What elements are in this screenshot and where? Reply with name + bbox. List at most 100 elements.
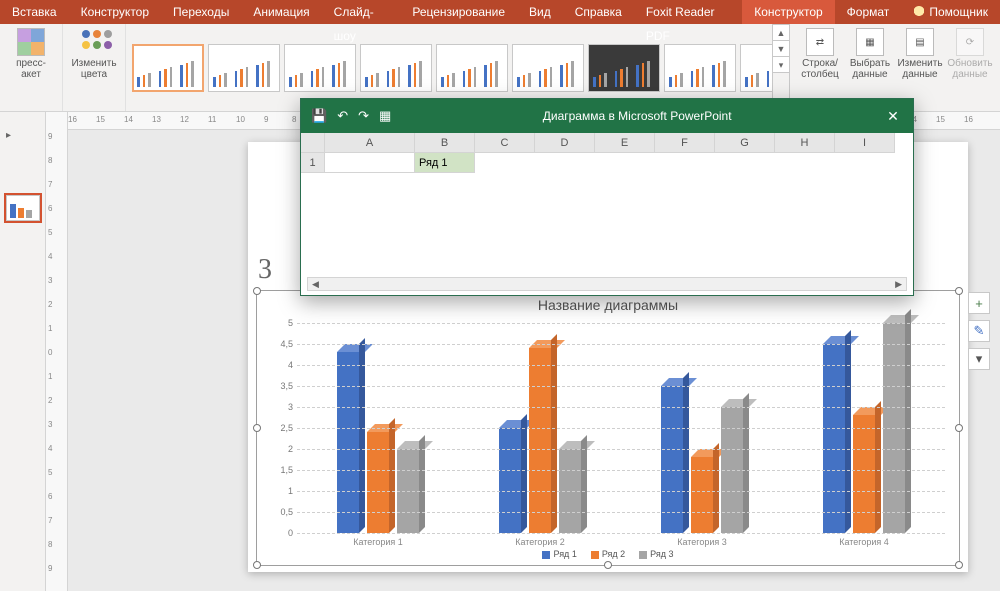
chart-style-thumb[interactable] [436,44,508,92]
resize-handle[interactable] [253,424,261,432]
chart-bar[interactable] [853,415,875,533]
ribbon-tab[interactable]: Конструктор [742,0,834,24]
refresh-data-button[interactable]: ⟳ Обновить данные [946,28,994,107]
select-data-button[interactable]: ▦ Выбрать данные [846,28,894,107]
bulb-icon [913,6,925,18]
quick-layout-button[interactable]: пресс- акет [6,28,56,80]
chart-elements-button[interactable]: + [968,292,990,314]
select-all-cell[interactable] [301,133,325,153]
resize-handle[interactable] [253,287,261,295]
chart-styles-button[interactable]: ✎ [968,320,990,342]
chart-bar[interactable] [691,457,713,533]
y-axis-label: 4,5 [280,339,293,349]
ribbon-tab[interactable]: Конструктор [69,0,161,24]
ribbon-tab[interactable]: Foxit Reader PDF [634,0,742,24]
column-header[interactable]: D [535,133,595,153]
switch-row-col-button[interactable]: ⇄ Строка/ столбец [796,28,844,107]
change-colors-button[interactable]: Изменить цвета [69,28,119,80]
big-number: 3 [258,254,272,286]
ribbon-tab[interactable]: Вид [517,0,563,24]
chart-style-thumb[interactable] [132,44,204,92]
chart-style-thumb[interactable] [208,44,280,92]
gallery-more[interactable]: ▾ [773,57,789,73]
chart-bar[interactable] [823,344,845,533]
chart-bar[interactable] [499,428,521,533]
tell-me-button[interactable]: Помощник [901,0,1000,24]
chart-style-thumb[interactable] [740,44,772,92]
save-icon[interactable]: 💾 [311,108,327,124]
cell[interactable]: Ряд 1 [415,153,475,173]
y-axis-label: 2,5 [280,423,293,433]
cell[interactable] [325,153,415,173]
column-header[interactable]: G [715,133,775,153]
column-header[interactable]: I [835,133,895,153]
ribbon-tab[interactable]: Слайд-шоу [322,0,401,24]
colors-icon [80,28,108,56]
quick-layout-label: пресс- акет [6,58,56,80]
ribbon-tab[interactable]: Анимация [241,0,321,24]
select-data-label: Выбрать данные [846,58,894,80]
legend-item[interactable]: Ряд 2 [591,549,625,559]
change-colors-label: Изменить цвета [69,58,119,80]
chart-bar[interactable] [367,432,389,533]
gallery-up[interactable]: ▲ [773,25,789,41]
vertical-ruler: 9876543210123456789 [46,112,68,591]
y-axis-label: 3 [288,402,293,412]
chart-title[interactable]: Название диаграммы [261,297,955,313]
column-header[interactable]: B [415,133,475,153]
chart-bar[interactable] [661,386,683,533]
column-header[interactable]: E [595,133,655,153]
column-header[interactable]: C [475,133,535,153]
undo-icon[interactable]: ↶ [337,108,348,124]
x-axis-label: Категория 3 [621,533,783,547]
column-header[interactable]: F [655,133,715,153]
spreadsheet[interactable]: ABCDEFGHI 1 Ряд 1 [301,133,913,173]
chart-bar[interactable] [337,352,359,533]
editor-hscrollbar[interactable]: ◀▶ [307,277,907,291]
switch-label: Строка/ столбец [796,58,844,80]
column-header[interactable]: A [325,133,415,153]
y-axis-label: 4 [288,360,293,370]
y-axis-label: 0,5 [280,507,293,517]
chart-style-thumb[interactable] [284,44,356,92]
slide-thumbnails-panel: ▸ [0,112,46,591]
chart-filters-button[interactable]: ▾ [968,348,990,370]
chart-style-thumb[interactable] [512,44,584,92]
slide-thumbnail[interactable] [6,195,40,221]
ribbon-tab[interactable]: Справка [563,0,634,24]
ribbon-tab[interactable]: Формат [835,0,902,24]
ribbon-tab[interactable]: Вставка [0,0,69,24]
chart-plot-area: Категория 1Категория 2Категория 3Категор… [297,323,945,533]
panel-collapse[interactable]: ▸ [6,130,39,141]
ribbon-tab[interactable]: Рецензирование [400,0,517,24]
resize-handle[interactable] [955,424,963,432]
legend-item[interactable]: Ряд 3 [639,549,673,559]
y-axis-label: 3,5 [280,381,293,391]
chart-data-editor-window[interactable]: 💾 ↶ ↷ ▦ Диаграмма в Microsoft PowerPoint… [300,98,914,296]
chart-legend[interactable]: Ряд 1 Ряд 2 Ряд 3 [261,549,955,559]
chart-selection-frame[interactable]: Название диаграммы Категория 1Категория … [256,290,960,566]
chart-style-thumb[interactable] [588,44,660,92]
edit-data-button[interactable]: ▤ Изменить данные [896,28,944,107]
resize-handle[interactable] [604,561,612,569]
edit-data-icon: ▤ [906,28,934,56]
row-header[interactable]: 1 [301,153,325,173]
resize-handle[interactable] [955,561,963,569]
chart-bar[interactable] [529,348,551,533]
chart-style-thumb[interactable] [360,44,432,92]
ribbon-tab[interactable]: Переходы [161,0,241,24]
switch-icon: ⇄ [806,28,834,56]
redo-icon[interactable]: ↷ [358,108,369,124]
resize-handle[interactable] [253,561,261,569]
gallery-down[interactable]: ▼ [773,41,789,57]
table-icon[interactable]: ▦ [379,108,391,124]
column-header[interactable]: H [775,133,835,153]
editor-close-button[interactable]: ✕ [873,108,913,125]
resize-handle[interactable] [955,287,963,295]
chart-style-thumb[interactable] [664,44,736,92]
y-axis-label: 1,5 [280,465,293,475]
editor-qat: 💾 ↶ ↷ ▦ [301,108,401,124]
editor-titlebar[interactable]: 💾 ↶ ↷ ▦ Диаграмма в Microsoft PowerPoint… [301,99,913,133]
legend-item[interactable]: Ряд 1 [542,549,576,559]
editor-title: Диаграмма в Microsoft PowerPoint [401,109,873,123]
